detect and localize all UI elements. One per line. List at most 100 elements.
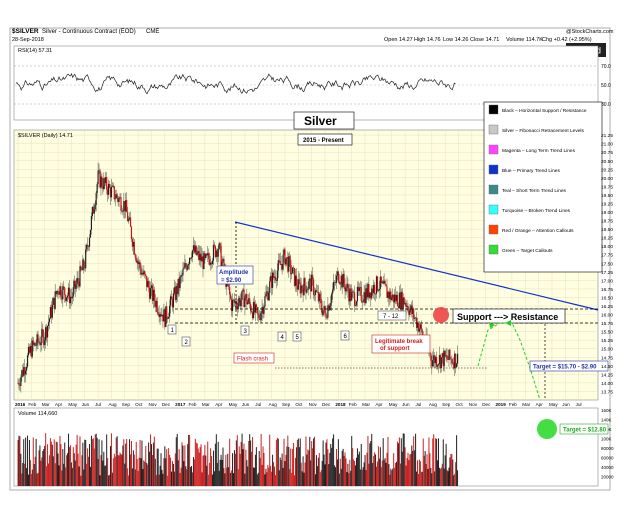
volume-bar-190 [198,452,200,486]
volume-bar-332 [334,465,336,486]
candle-body-441 [437,364,440,366]
candle-body-119 [130,226,133,240]
candle-body-121 [132,241,134,247]
candle-body-48 [63,286,65,288]
volume-bar-214 [221,459,223,486]
volume-bar-430 [427,468,429,486]
candle-body-355 [355,301,358,306]
x-tick-label-41: Jun [562,402,570,407]
candle-body-232 [238,298,240,303]
volume-bar-80 [93,448,95,486]
volume-bar-91 [104,465,106,486]
candle-body-64 [78,281,80,287]
volume-bar-359 [359,469,361,486]
candle-body-148 [158,313,160,318]
candle-body-71 [85,249,87,269]
volume-bar-243 [249,434,251,486]
volume-bar-77 [90,435,92,486]
candle-body-344 [345,287,347,292]
x-tick-label-26: Mar [362,402,370,407]
volume-bar-244 [250,440,252,486]
candle-body-43 [58,292,60,295]
candle-body-178 [187,265,189,270]
volume-bar-346 [347,463,349,486]
volume-bar-411 [409,454,411,486]
candle-body-94 [107,189,109,195]
candle-body-248 [253,301,256,313]
x-tick-label-38: Mar [522,402,530,407]
candle-body-174 [183,267,185,270]
candle-body-188 [196,252,198,255]
y-tick-label-30: 21.00 [601,142,613,148]
candle-body-250 [255,304,257,308]
volume-bar-222 [229,438,231,486]
x-tick-label-37: Feb [509,402,517,407]
volume-bar-11 [27,474,29,486]
candle-body-306 [309,278,311,282]
candle-body-262 [267,291,269,300]
candle-body-354 [354,305,357,306]
label-box-4 [277,331,287,342]
x-tick-label-27: Apr [375,402,383,407]
candle-body-317 [319,293,321,299]
x-tick-label-3: Apr [55,402,63,407]
projection-arrow-2 [505,320,511,326]
candle-body-14 [30,346,32,357]
support-touch-labels: 1 2 3 4 5 6 7 - 12 [167,310,407,347]
volume-bar-435 [432,438,434,486]
candle-body-24 [40,343,42,345]
candle-body-315 [317,291,319,302]
volume-bar-409 [407,452,409,486]
volume-bar-429 [426,454,428,486]
candle-body-77 [90,216,93,230]
rsi-tick-70: 70.0 [601,64,611,70]
candle-body-271 [275,280,277,281]
volume-bar-153 [163,458,165,486]
volume-bar-215 [222,447,224,486]
x-tick-label-11: Dec [162,402,171,407]
volume-bar-328 [330,444,332,486]
volume-bar-307 [310,460,312,486]
candle-body-84 [97,170,99,185]
volume-bar-267 [272,454,274,486]
volume-bar-25 [41,457,43,486]
volume-bar-280 [284,461,286,486]
volume-bar-197 [205,455,207,486]
volume-bar-170 [179,472,181,486]
volume-bar-134 [145,446,147,486]
candle-body-143 [153,289,155,301]
candle-body-58 [72,287,74,297]
candle-body-404 [402,297,404,310]
volume-bar-63 [77,453,79,486]
volume-bar-18 [34,456,36,486]
candle-body-120 [131,239,134,247]
volume-bar-377 [376,461,378,486]
candle-body-423 [420,324,422,330]
candle-body-311 [313,294,316,296]
volume-bar-312 [314,474,316,486]
volume-bar-445 [441,463,443,486]
volume-bar-387 [386,452,388,486]
volume-bar-326 [328,464,330,486]
candle-body-254 [259,318,261,321]
legend-label-6: Red / Orange – Attention Callouts [502,228,574,234]
legend-swatch-6 [488,224,499,235]
price-label: $SILVER (Daily) 14.71 [18,133,73,139]
volume-bar-217 [224,473,226,486]
price-panel: $SILVER (Daily) 14.71 Amplitude = $2.90 … [13,101,609,401]
candle-body-247 [252,301,255,319]
volume-bar-120 [131,468,133,486]
candle-body-182 [190,257,193,259]
volume-bar-348 [349,459,351,486]
volume-bar-45 [60,444,62,486]
volume-bar-367 [367,435,369,486]
volume-bar-152 [162,473,164,486]
candle-body-375 [374,293,377,295]
candle-body-61 [75,284,77,289]
candle-body-31 [46,325,49,338]
candle-body-280 [284,249,286,265]
candle-body-202 [210,262,212,265]
candle-body-16 [32,340,34,345]
volume-bar-440 [437,460,439,486]
legend-swatch-4 [488,184,499,195]
